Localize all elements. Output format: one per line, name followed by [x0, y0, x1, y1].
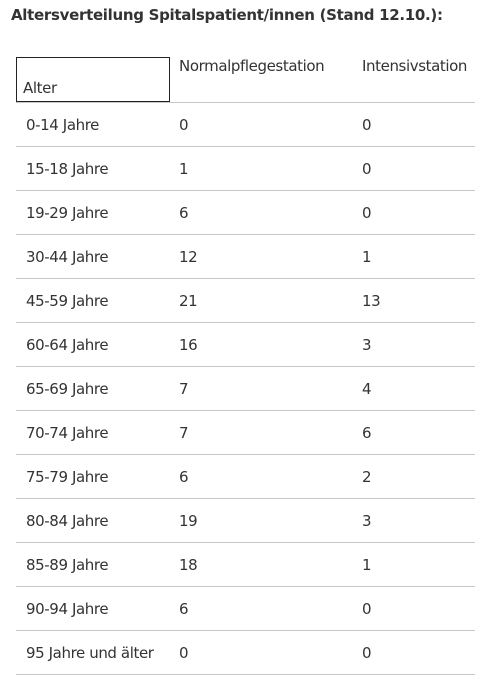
- table-row: 45-59 Jahre 21 13: [16, 278, 475, 323]
- table-row: 80-84 Jahre 19 3: [16, 498, 475, 543]
- cell-intensivstation: 3: [353, 498, 475, 543]
- cell-age-group: 80-84 Jahre: [16, 498, 170, 543]
- cell-age-group: 65-69 Jahre: [16, 366, 170, 411]
- cell-age-group: 95 Jahre und älter: [16, 630, 170, 675]
- cell-normalpflegestation: 0: [170, 630, 353, 675]
- table-row: 15-18 Jahre 1 0: [16, 146, 475, 191]
- table-row: 60-64 Jahre 16 3: [16, 322, 475, 367]
- cell-age-group: 90-94 Jahre: [16, 586, 170, 631]
- table-row: 85-89 Jahre 18 1: [16, 542, 475, 587]
- column-header-intensivstation: Intensivstation: [353, 43, 475, 103]
- table-row: 70-74 Jahre 7 6: [16, 410, 475, 455]
- table-header-row: Alter Normalpflegestation Intensivstatio…: [16, 43, 475, 103]
- cell-age-group: 75-79 Jahre: [16, 454, 170, 499]
- table-row: 75-79 Jahre 6 2: [16, 454, 475, 499]
- table-row: 0-14 Jahre 0 0: [16, 102, 475, 147]
- cell-age-group: 19-29 Jahre: [16, 190, 170, 235]
- cell-normalpflegestation: 21: [170, 278, 353, 323]
- cell-intensivstation: 0: [353, 630, 475, 675]
- table-row: 95 Jahre und älter 0 0: [16, 630, 475, 675]
- cell-age-group: 85-89 Jahre: [16, 542, 170, 587]
- cell-normalpflegestation: 19: [170, 498, 353, 543]
- cell-intensivstation: 1: [353, 542, 475, 587]
- column-header-alter-box[interactable]: Alter: [16, 57, 170, 102]
- cell-normalpflegestation: 1: [170, 146, 353, 191]
- cell-normalpflegestation: 7: [170, 366, 353, 411]
- column-header-normalpflegestation: Normalpflegestation: [170, 43, 353, 103]
- cell-normalpflegestation: 12: [170, 234, 353, 279]
- cell-intensivstation: 6: [353, 410, 475, 455]
- table-row: 19-29 Jahre 6 0: [16, 190, 475, 235]
- cell-normalpflegestation: 7: [170, 410, 353, 455]
- cell-age-group: 70-74 Jahre: [16, 410, 170, 455]
- cell-intensivstation: 0: [353, 146, 475, 191]
- cell-normalpflegestation: 6: [170, 586, 353, 631]
- cell-intensivstation: 1: [353, 234, 475, 279]
- table-row: 90-94 Jahre 6 0: [16, 586, 475, 631]
- cell-age-group: 45-59 Jahre: [16, 278, 170, 323]
- cell-age-group: 15-18 Jahre: [16, 146, 170, 191]
- cell-age-group: 0-14 Jahre: [16, 102, 170, 147]
- cell-normalpflegestation: 6: [170, 454, 353, 499]
- column-header-alter-label: Alter: [23, 79, 57, 97]
- column-header-alter[interactable]: Alter: [16, 43, 170, 103]
- page-title: Altersverteilung Spitalspatient/innen (S…: [11, 6, 443, 24]
- cell-intensivstation: 0: [353, 190, 475, 235]
- cell-intensivstation: 2: [353, 454, 475, 499]
- cell-age-group: 30-44 Jahre: [16, 234, 170, 279]
- cell-normalpflegestation: 18: [170, 542, 353, 587]
- cell-intensivstation: 3: [353, 322, 475, 367]
- age-distribution-table: Alter Normalpflegestation Intensivstatio…: [16, 43, 475, 675]
- table-row: 30-44 Jahre 12 1: [16, 234, 475, 279]
- cell-normalpflegestation: 6: [170, 190, 353, 235]
- cell-intensivstation: 13: [353, 278, 475, 323]
- cell-age-group: 60-64 Jahre: [16, 322, 170, 367]
- cell-normalpflegestation: 0: [170, 102, 353, 147]
- table-row: 65-69 Jahre 7 4: [16, 366, 475, 411]
- cell-intensivstation: 0: [353, 586, 475, 631]
- cell-intensivstation: 4: [353, 366, 475, 411]
- cell-normalpflegestation: 16: [170, 322, 353, 367]
- cell-intensivstation: 0: [353, 102, 475, 147]
